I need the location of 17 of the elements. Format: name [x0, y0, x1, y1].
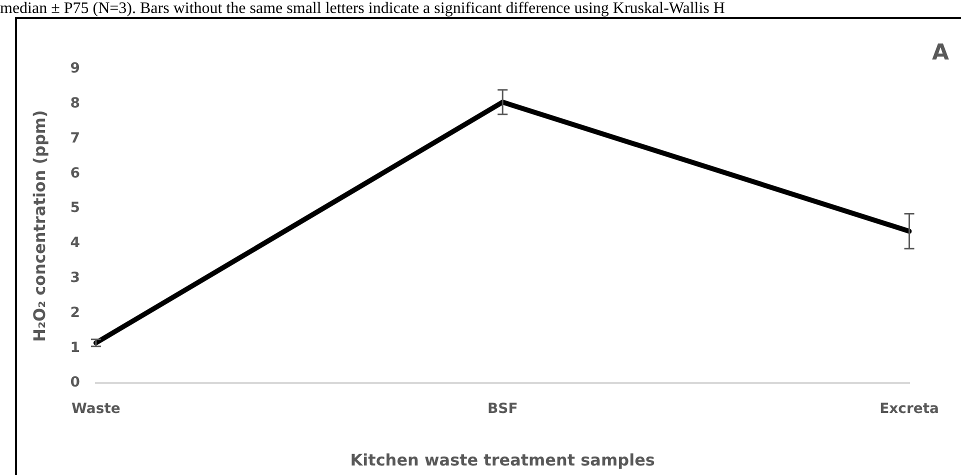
x-tick-label: Excreta [880, 401, 940, 418]
y-tick-label: 0 [70, 374, 80, 391]
y-tick-label: 4 [70, 235, 80, 252]
x-tick-label: BSF [487, 401, 518, 418]
y-tick-label: 8 [70, 96, 80, 112]
y-tick-label: 7 [70, 130, 80, 146]
y-tick-label: 6 [70, 165, 80, 182]
text: A [932, 40, 949, 66]
text: median ± P75 (N=3). Bars without the same small letters indicate a significant difference using Kruskal-Wallis H [0, 0, 725, 18]
y-tick-label: 2 [70, 304, 80, 321]
y-axis-title: H₂O₂ concentration (ppm) [30, 110, 49, 342]
x-axis-title: Kitchen waste treatment samples [350, 450, 655, 470]
y-tick-label: 3 [70, 270, 80, 286]
y-tick-label: 9 [70, 60, 80, 77]
x-tick-label: Waste [71, 401, 120, 418]
y-tick-label: 1 [70, 340, 80, 356]
y-tick-label: 5 [70, 200, 80, 216]
